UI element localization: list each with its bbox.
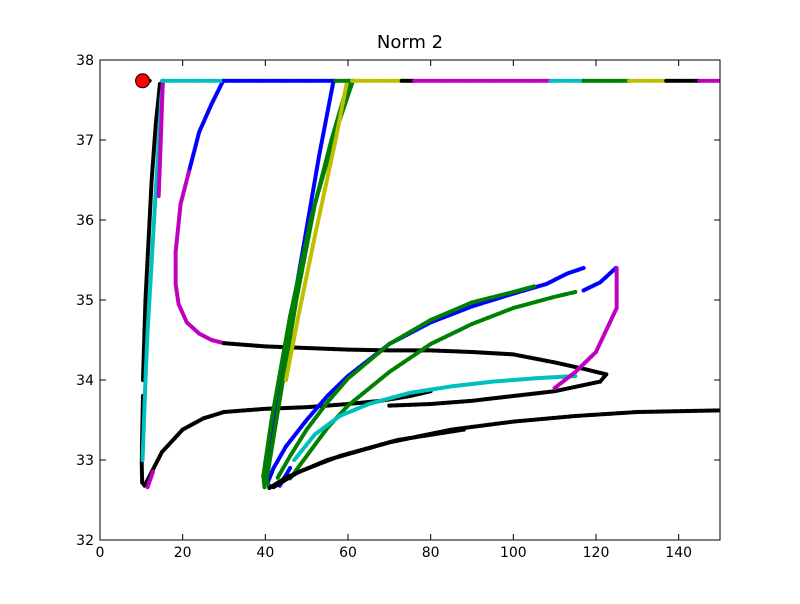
start-marker [135, 73, 151, 89]
series-magenta [412, 78, 553, 83]
series-magenta [552, 265, 619, 391]
data-point [581, 288, 586, 293]
data-point [262, 485, 267, 490]
x-tick-label: 80 [422, 545, 440, 561]
y-tick-label: 37 [76, 133, 94, 149]
x-tick-label: 120 [583, 545, 610, 561]
series-cyan [292, 373, 578, 463]
series-blue [581, 265, 618, 293]
data-point [156, 193, 161, 199]
data-point [288, 465, 293, 471]
series-group [139, 78, 720, 491]
y-tick-label: 38 [76, 53, 94, 69]
series-yellow [626, 78, 669, 83]
series-yellow [283, 78, 350, 383]
plot-frame [99, 59, 721, 541]
data-point [581, 265, 586, 271]
series-black [664, 78, 702, 83]
tick-layer: 0 20 40 60 80 100 120 140 32 33 34 35 36 37 38 [76, 53, 720, 561]
series-magenta [173, 169, 227, 346]
series-green [288, 289, 578, 481]
x-tick-label: 40 [256, 545, 274, 561]
series-blue [186, 78, 226, 175]
series-black [271, 427, 466, 490]
x-tick-label: 0 [96, 545, 105, 561]
series-cyan [159, 78, 227, 83]
series-cyan [140, 78, 166, 463]
data-point [717, 78, 720, 83]
data-point [531, 284, 537, 289]
y-tick-label: 32 [76, 533, 94, 549]
series-layer [139, 78, 720, 491]
y-tick-label: 33 [76, 453, 94, 469]
series-blue [221, 78, 338, 83]
series-green [275, 284, 537, 480]
series-cyan [548, 78, 586, 83]
data-point [387, 403, 392, 408]
y-tick-label: 34 [76, 373, 94, 389]
series-black [221, 341, 609, 408]
series-magenta [697, 78, 720, 83]
x-tick-label: 60 [339, 545, 357, 561]
series-blue [265, 265, 586, 485]
series-green [581, 78, 632, 83]
data-point [573, 289, 578, 295]
chart-title: Norm 2 [377, 32, 443, 53]
series-magenta [145, 469, 156, 490]
x-tick-label: 100 [500, 545, 527, 561]
series-magenta [156, 78, 165, 199]
y-tick-label: 35 [76, 293, 94, 309]
marker-layer [135, 73, 151, 89]
data-point [614, 265, 619, 271]
x-tick-label: 140 [665, 545, 692, 561]
data-point [150, 469, 156, 475]
data-point [717, 408, 720, 413]
y-tick-label: 36 [76, 213, 94, 229]
series-yellow [350, 78, 404, 83]
data-point [461, 427, 466, 432]
x-tick-label: 20 [174, 545, 192, 561]
data-point [283, 377, 289, 383]
